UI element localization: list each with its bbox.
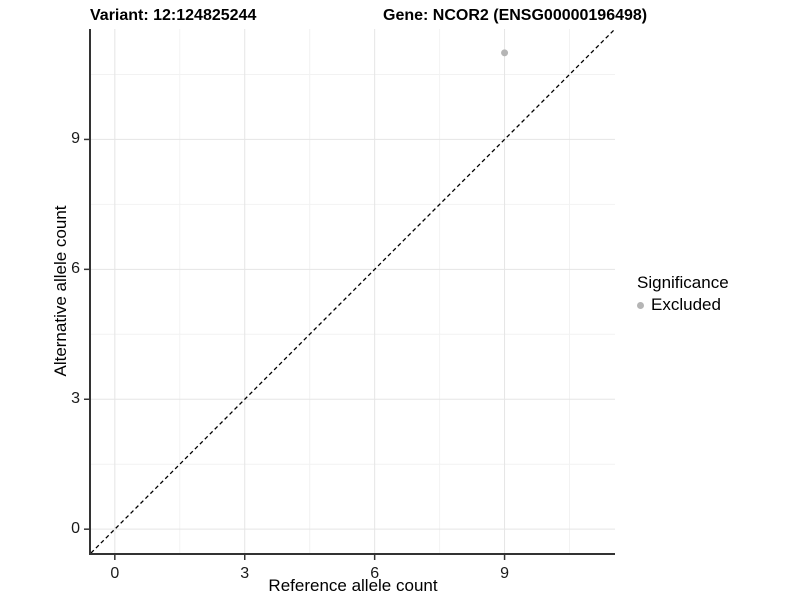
data-point-excluded [501,49,509,57]
legend-entry-label: Excluded [651,295,721,314]
y-tick-label: 9 [71,130,80,148]
x-tick-label: 0 [110,565,120,582]
legend-key-dot-icon [637,301,644,309]
legend-entry-excluded: Excluded [637,295,729,315]
y-tick-label: 3 [71,390,80,408]
y-tick-label: 6 [71,260,80,278]
x-axis-title: Reference allele count [268,576,438,595]
x-tick-label: 3 [240,565,250,582]
y-tick-label: 0 [71,520,80,538]
x-tick-label: 6 [370,565,380,582]
x-tick-label: 9 [500,565,510,582]
legend-title: Significance [637,273,729,292]
y-axis-title: Alternative allele count [51,205,70,377]
plot-title-gene: Gene: NCOR2 (ENSG00000196498) [383,7,648,24]
legend: Significance Excluded [637,273,729,315]
plot-title-variant: Variant: 12:124825244 [90,7,257,24]
identity-line [90,28,616,554]
